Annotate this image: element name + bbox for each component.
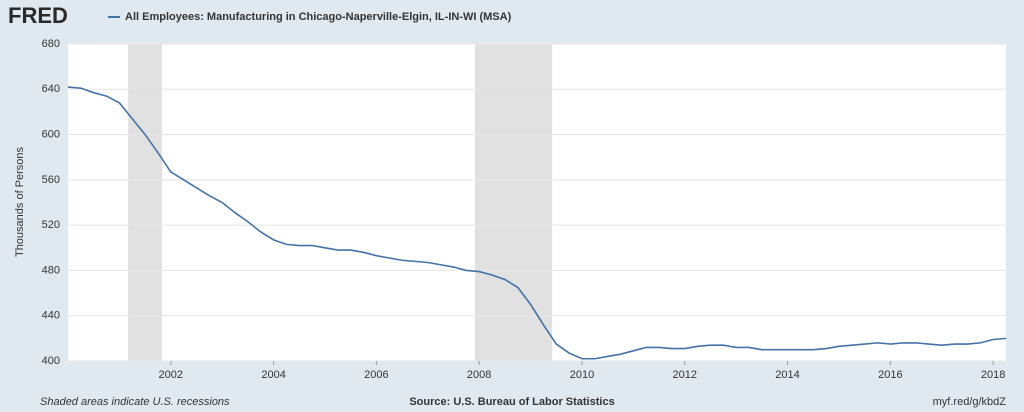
y-tick-label: 560 (42, 174, 60, 186)
x-tick-label: 2004 (261, 369, 285, 381)
x-tick-label: 2012 (673, 369, 697, 381)
source: Source: U.S. Bureau of Labor Statistics (409, 396, 614, 408)
x-tick-label: 2016 (878, 369, 902, 381)
recession-band (128, 44, 163, 361)
y-tick-label: 640 (42, 83, 60, 95)
line-series (67, 86, 1007, 360)
y-tick-label: 600 (42, 128, 60, 140)
y-tick-label: 400 (42, 355, 60, 367)
legend-label: All Employees: Manufacturing in Chicago-… (125, 11, 512, 23)
y-tick-label: 680 (42, 38, 60, 50)
y-tick-label: 480 (42, 264, 60, 276)
recession-band (475, 44, 553, 361)
logo: FRED (8, 3, 68, 28)
x-tick-label: 2014 (775, 369, 799, 381)
footer-note: Shaded areas indicate U.S. recessions (40, 396, 230, 408)
y-axis-label: Thousands of Persons (14, 146, 26, 257)
y-tick-label: 440 (42, 310, 60, 322)
x-tick-label: 2018 (981, 369, 1005, 381)
y-tick-label: 520 (42, 219, 60, 231)
x-tick-label: 2008 (467, 369, 491, 381)
x-tick-label: 2010 (570, 369, 594, 381)
x-tick-label: 2002 (159, 369, 183, 381)
x-tick-label: 2006 (364, 369, 388, 381)
url: myf.red/g/kbdZ (933, 396, 1007, 408)
